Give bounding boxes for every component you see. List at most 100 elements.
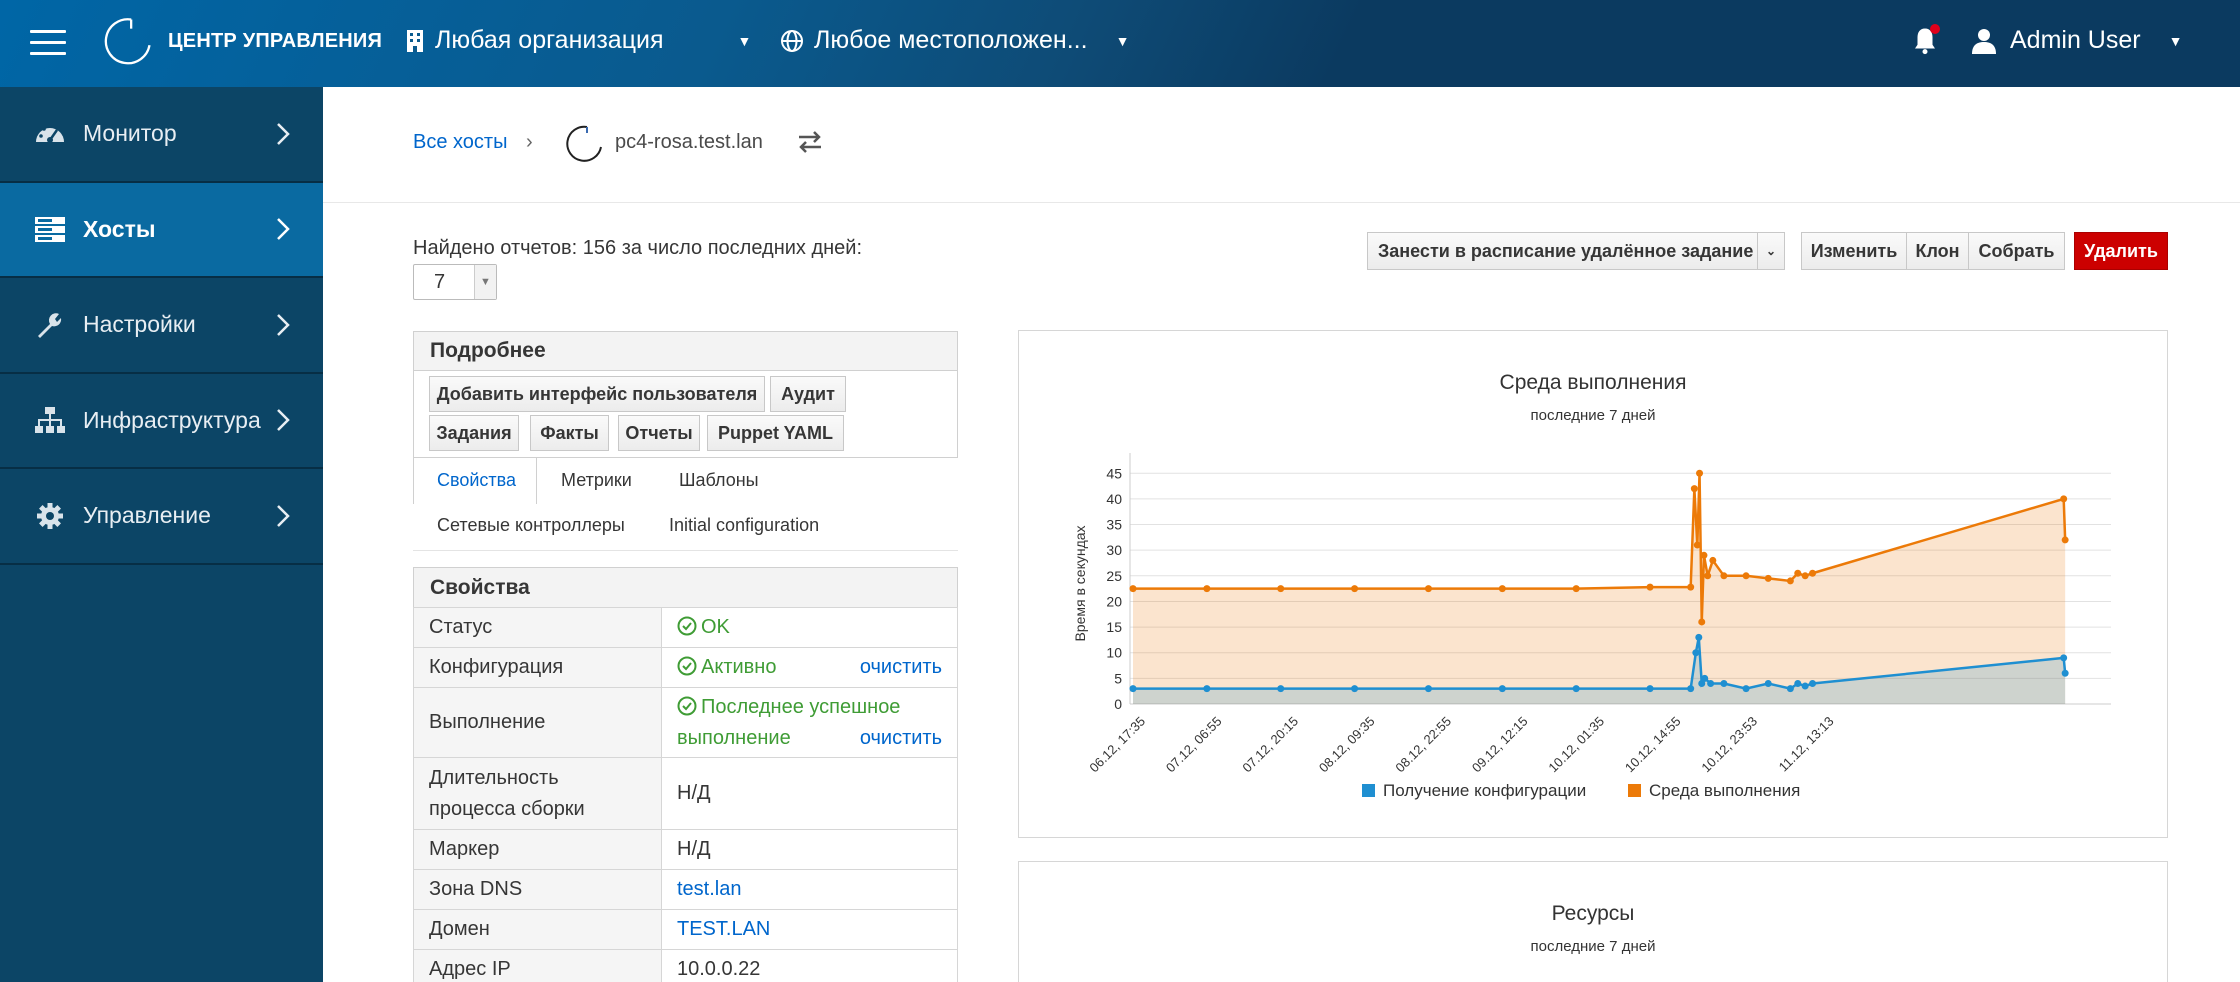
top-navbar: ЦЕНТР УПРАВЛЕНИЯ Любая организация ▼ Люб… xyxy=(0,0,2240,87)
tab-network-interfaces[interactable]: Сетевые контроллеры xyxy=(437,515,625,535)
data-point xyxy=(1696,469,1704,477)
puppet-yaml-label: Puppet YAML xyxy=(717,422,833,443)
data-point xyxy=(1498,685,1506,693)
sidebar-item-administer[interactable]: Управление xyxy=(0,469,323,565)
x-tick-label: 08.12, 09:35 xyxy=(1316,714,1378,776)
brand-title[interactable]: ЦЕНТР УПРАВЛЕНИЯ xyxy=(168,30,383,52)
puppet-yaml-button[interactable]: Puppet YAML xyxy=(707,415,844,451)
status-value: OK xyxy=(701,616,730,638)
tab-properties[interactable]: Свойства xyxy=(437,470,517,490)
breadcrumb-all-hosts-link[interactable]: Все хосты xyxy=(413,131,508,153)
series-area xyxy=(1133,637,2066,704)
facts-label: Факты xyxy=(540,422,599,443)
data-point xyxy=(1129,685,1137,693)
reports-button[interactable]: Отчеты xyxy=(618,415,700,451)
clone-button[interactable]: Клон xyxy=(1906,232,1969,270)
chevron-down-icon: ▼ xyxy=(1115,32,1130,49)
switch-host-icon[interactable] xyxy=(795,127,825,157)
sidebar-item-label: Монитор xyxy=(83,120,177,147)
property-key: Выполнение xyxy=(413,687,662,758)
data-point xyxy=(1742,572,1750,580)
chevron-right-icon xyxy=(277,409,290,432)
sidebar-item-label: Инфраструктура xyxy=(83,406,261,433)
table-row: Зона DNS test.lan xyxy=(413,869,958,910)
y-tick-label: 30 xyxy=(1106,542,1122,558)
y-tick-label: 15 xyxy=(1106,619,1122,635)
tab-metrics[interactable]: Метрики xyxy=(561,470,632,490)
data-point xyxy=(1801,682,1809,690)
data-point xyxy=(1424,685,1432,693)
organization-selector[interactable]: Любая организация ▼ xyxy=(405,26,751,55)
server-icon xyxy=(35,217,65,243)
check-circle-icon xyxy=(677,616,697,636)
tab-initial-configuration[interactable]: Initial configuration xyxy=(669,515,820,535)
hamburger-menu-icon[interactable] xyxy=(30,30,66,56)
add-user-interface-button[interactable]: Добавить интерфейс пользователя xyxy=(429,376,765,412)
data-point xyxy=(1704,572,1712,580)
y-tick-label: 10 xyxy=(1106,645,1122,661)
x-tick-label: 07.12, 06:55 xyxy=(1163,714,1225,776)
x-tick-label: 10.12, 14:55 xyxy=(1622,714,1684,776)
chevron-right-icon xyxy=(277,122,290,145)
data-point xyxy=(1351,585,1359,593)
data-point xyxy=(1646,583,1654,591)
os-logo-icon xyxy=(566,125,602,162)
data-point xyxy=(1692,649,1700,657)
delete-button[interactable]: Удалить xyxy=(2074,232,2168,270)
user-icon xyxy=(1972,28,1996,54)
runtime-chart: 0 5 10 15 20 25 30 35 40 45 Время в секундах 06.12,… xyxy=(1072,453,2111,800)
execution-status-line1: Последнее успешное xyxy=(701,695,901,718)
building-icon xyxy=(407,29,423,52)
data-point xyxy=(1707,679,1715,687)
user-menu[interactable]: Admin User ▼ xyxy=(1972,26,2182,55)
data-point xyxy=(2061,536,2069,544)
sidebar-item-monitor[interactable]: Монитор xyxy=(0,87,323,183)
dashboard-icon xyxy=(36,123,64,143)
y-axis-label: Время в секундах xyxy=(1072,525,1088,641)
details-actions-box xyxy=(413,370,958,458)
data-point xyxy=(1698,618,1706,626)
property-value: Н/Д xyxy=(661,829,958,870)
clear-configuration-link[interactable]: очистить xyxy=(859,656,942,678)
data-point xyxy=(1794,569,1802,577)
bell-icon[interactable] xyxy=(1910,26,1940,56)
tab-templates[interactable]: Шаблоны xyxy=(679,470,759,490)
brand-logo[interactable] xyxy=(100,14,155,69)
table-row: Выполнение Последнее успешное выполнение о… xyxy=(413,687,958,758)
data-point xyxy=(1698,679,1706,687)
notification-badge xyxy=(1930,24,1940,34)
configuration-status-value: Активно xyxy=(701,656,777,678)
property-key: Адрес IP xyxy=(413,949,662,982)
data-point xyxy=(1203,585,1211,593)
dns-zone-link[interactable]: test.lan xyxy=(677,878,742,900)
data-point xyxy=(1693,541,1701,549)
build-button[interactable]: Собрать xyxy=(1968,232,2065,270)
data-point xyxy=(1129,585,1137,593)
data-point xyxy=(1498,585,1506,593)
data-point xyxy=(1794,679,1802,687)
breadcrumb-host-name[interactable]: pc4-rosa.test.lan xyxy=(615,131,763,153)
edit-button[interactable]: Изменить xyxy=(1801,232,1907,270)
facts-button[interactable]: Факты xyxy=(530,415,609,451)
domain-link[interactable]: TEST.LAN xyxy=(677,918,771,940)
schedule-remote-job-button[interactable]: Занести в расписание удалённое задание xyxy=(1367,232,1783,270)
sidebar-item-settings[interactable]: Настройки xyxy=(0,278,323,374)
execution-status-line2: выполнение xyxy=(677,726,791,749)
days-select[interactable]: 7 ▼ xyxy=(413,264,497,300)
y-tick-label: 25 xyxy=(1106,568,1122,584)
reports-label: Отчеты xyxy=(625,422,693,443)
audit-button[interactable]: Аудит xyxy=(770,376,846,412)
location-selector[interactable]: Любое местоположен... ▼ xyxy=(780,26,1129,55)
resources-chart-card: Ресурсы последние 7 дней xyxy=(1018,861,2168,982)
sidebar-item-infrastructure[interactable]: Инфраструктура xyxy=(0,374,323,469)
property-value: Активно очистить xyxy=(661,647,958,688)
table-row: Домен TEST.LAN xyxy=(413,909,958,950)
chart-subtitle: последние 7 дней xyxy=(1530,938,1656,955)
schedule-dropdown-toggle[interactable]: ⌄ xyxy=(1757,232,1785,270)
sidebar-item-hosts[interactable]: Хосты xyxy=(0,182,323,278)
clear-execution-link[interactable]: очистить xyxy=(859,726,942,749)
jobs-button[interactable]: Задания xyxy=(429,415,519,451)
data-point xyxy=(1572,685,1580,693)
chart-title: Среда выполнения xyxy=(1499,371,1687,394)
data-point xyxy=(2060,654,2068,662)
